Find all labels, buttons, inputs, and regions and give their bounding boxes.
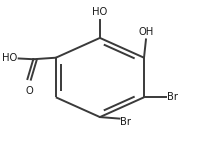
Text: Br: Br xyxy=(167,92,177,102)
Text: HO: HO xyxy=(92,7,108,17)
Text: OH: OH xyxy=(138,27,154,37)
Text: Br: Br xyxy=(120,117,131,127)
Text: HO: HO xyxy=(2,53,18,63)
Text: O: O xyxy=(25,86,33,96)
